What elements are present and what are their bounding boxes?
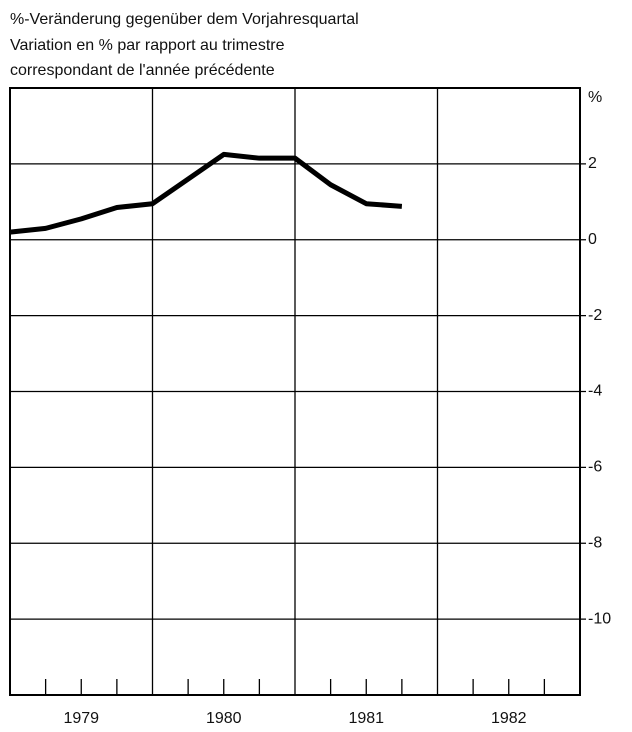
y-tick-label: -6 <box>588 459 602 476</box>
chart-title: %-Veränderung gegenüber dem Vorjahresqua… <box>10 11 359 28</box>
y-tick-label: 2 <box>588 155 597 172</box>
y-tick-label: -2 <box>588 307 602 324</box>
chart-title: Variation en % par rapport au trimestre <box>10 37 285 54</box>
chart-title: correspondant de l'année précédente <box>10 62 275 79</box>
data-line <box>9 151 403 235</box>
x-tick-label: 1979 <box>63 710 99 727</box>
y-tick-label: -8 <box>588 534 602 551</box>
y-tick-label: -4 <box>588 383 602 400</box>
x-tick-label: 1980 <box>206 710 242 727</box>
x-tick-label: 1981 <box>348 710 384 727</box>
y-tick-label: 0 <box>588 231 597 248</box>
y-tick-label: -10 <box>588 610 611 627</box>
x-tick-label: 1982 <box>491 710 527 727</box>
y-axis-label: % <box>588 89 602 106</box>
